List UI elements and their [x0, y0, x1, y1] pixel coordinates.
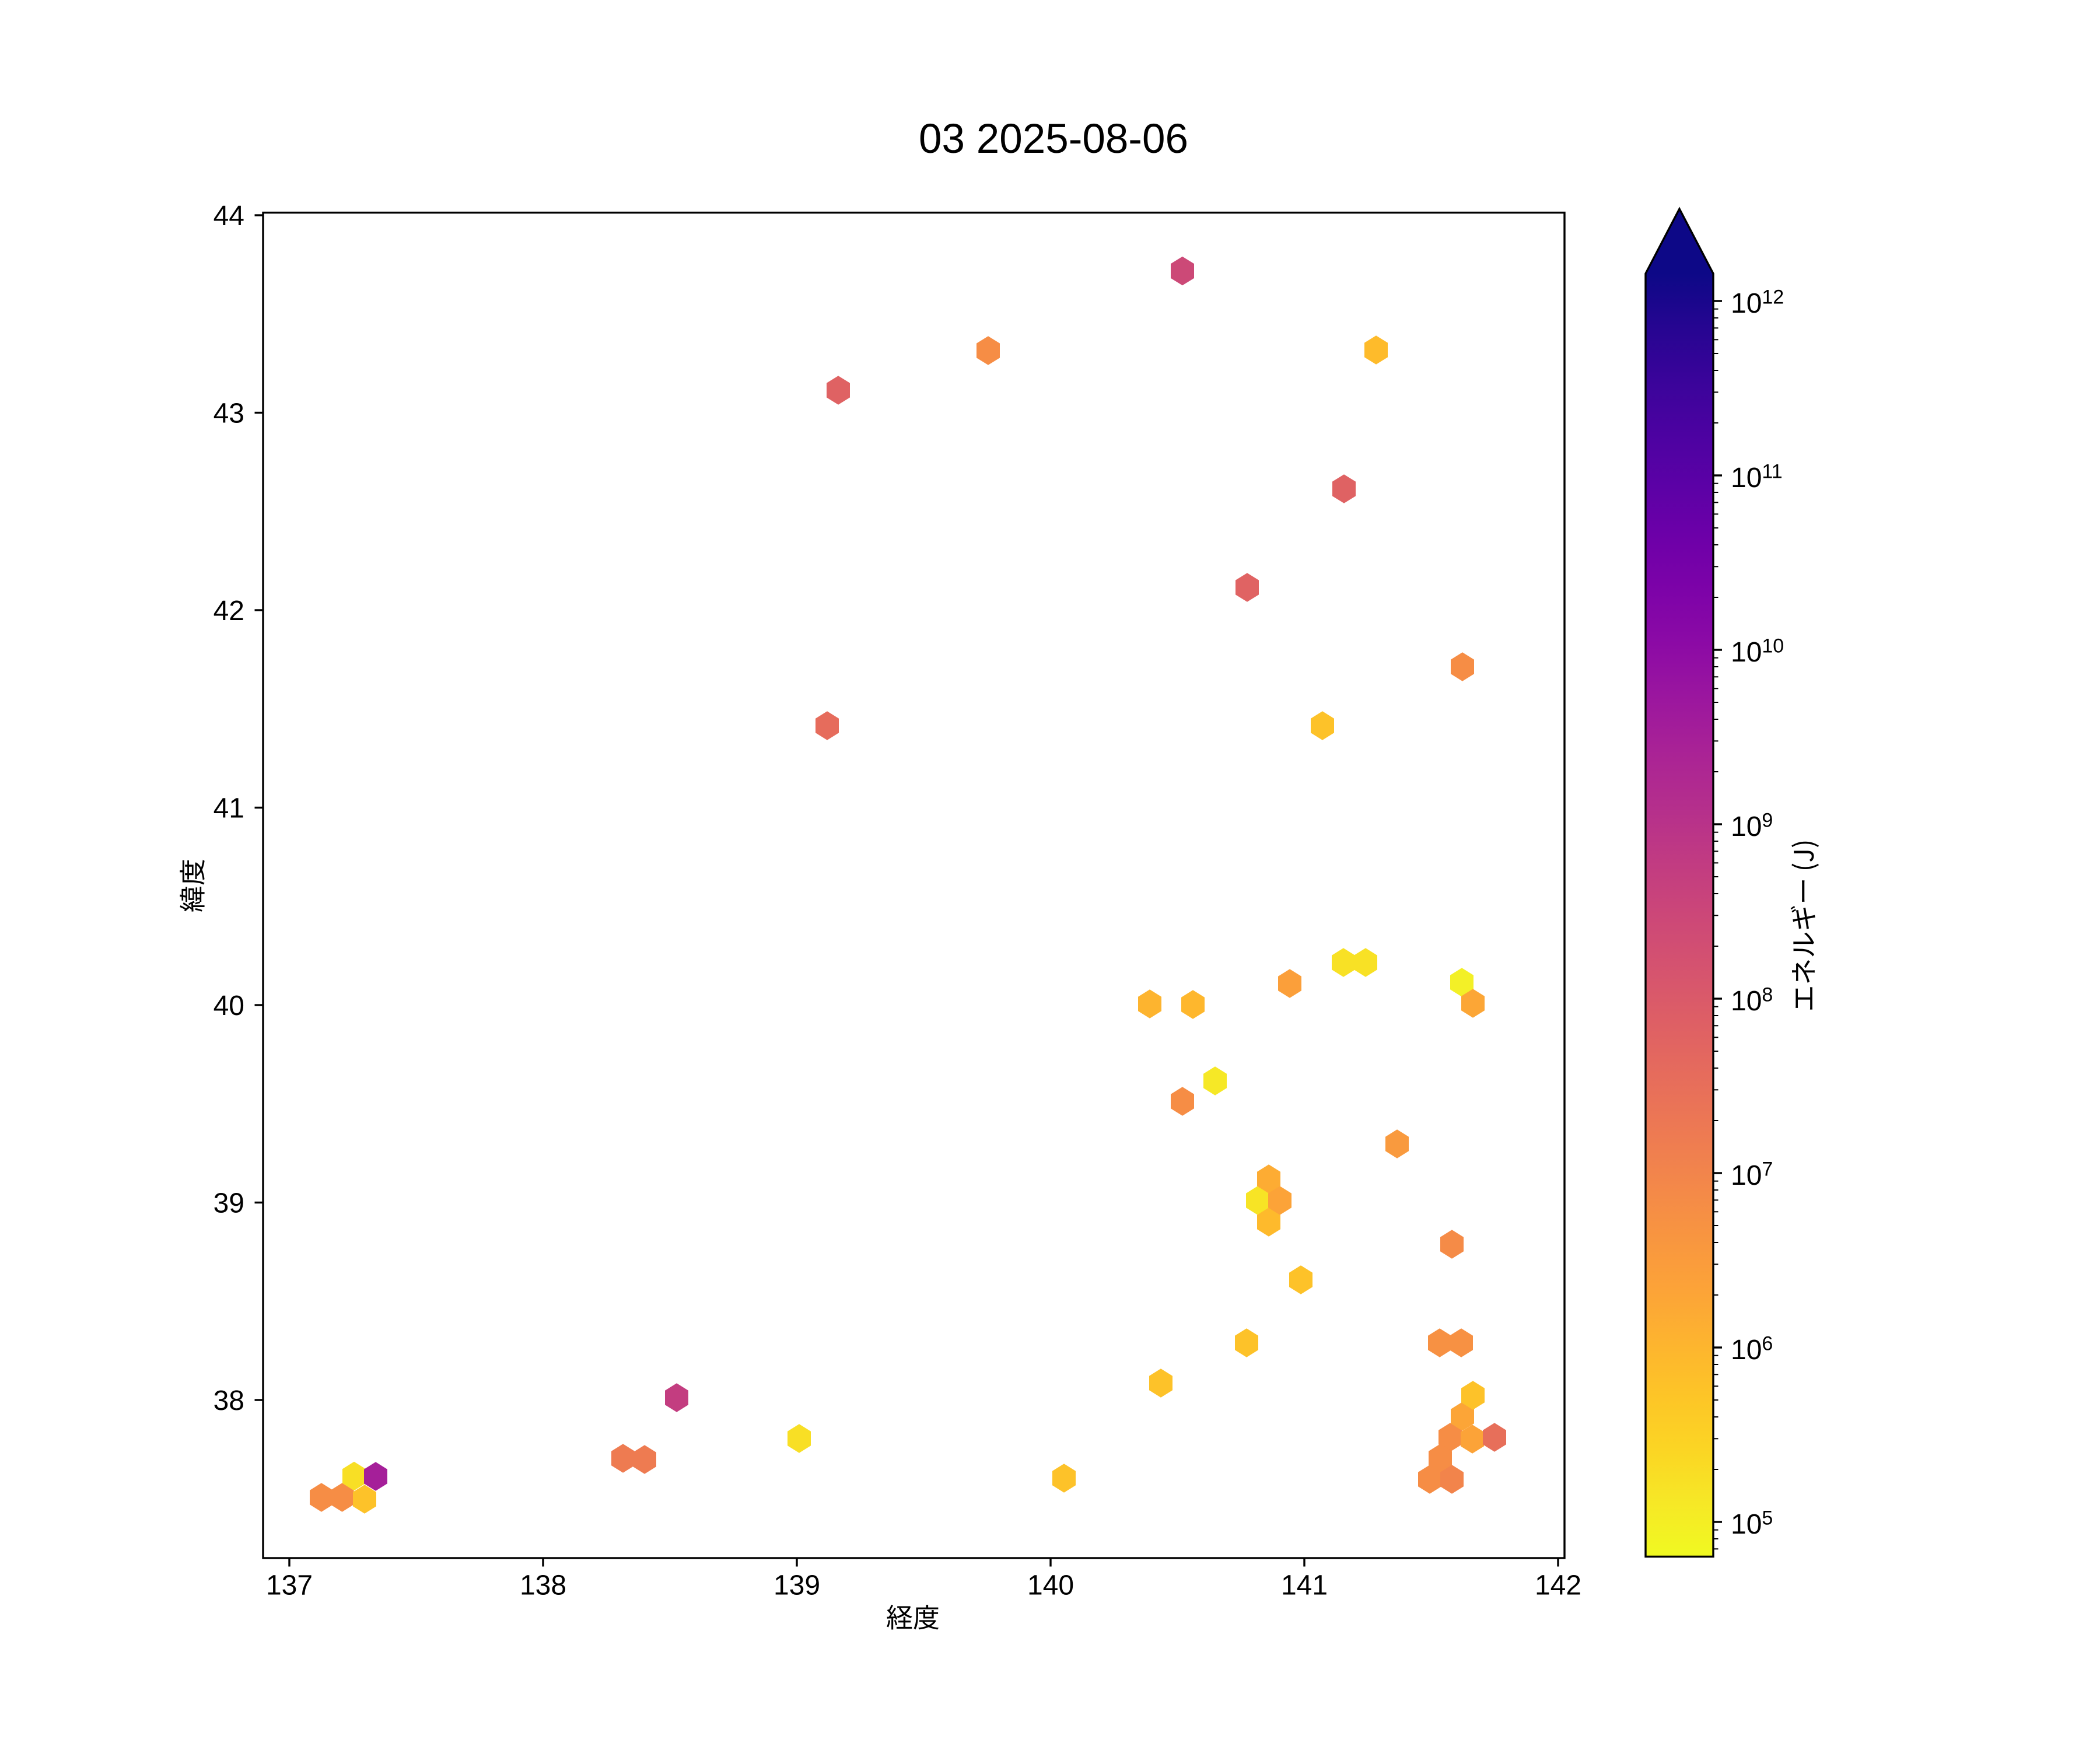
- svg-text:42: 42: [214, 596, 244, 626]
- svg-text:38: 38: [214, 1385, 244, 1416]
- svg-text:139: 139: [774, 1570, 820, 1601]
- svg-text:138: 138: [520, 1570, 566, 1601]
- svg-text:141: 141: [1281, 1570, 1328, 1601]
- svg-text:142: 142: [1535, 1570, 1581, 1601]
- svg-text:39: 39: [214, 1188, 244, 1219]
- svg-text:137: 137: [266, 1570, 313, 1601]
- svg-text:108: 108: [1731, 984, 1773, 1017]
- svg-text:41: 41: [214, 793, 244, 824]
- svg-text:109: 109: [1731, 810, 1773, 843]
- svg-text:44: 44: [214, 201, 244, 232]
- svg-text:40: 40: [214, 991, 244, 1021]
- svg-text:140: 140: [1027, 1570, 1074, 1601]
- svg-text:03 2025-08-06: 03 2025-08-06: [919, 116, 1188, 162]
- svg-text:43: 43: [214, 398, 244, 429]
- svg-text:1012: 1012: [1731, 286, 1784, 320]
